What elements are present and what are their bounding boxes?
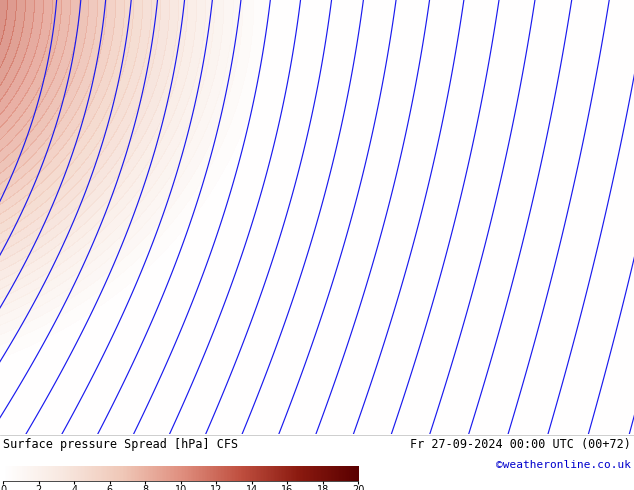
Text: 993: 993	[187, 450, 202, 469]
Text: 1002: 1002	[526, 471, 541, 490]
Text: ©weatheronline.co.uk: ©weatheronline.co.uk	[496, 460, 631, 469]
Text: Fr 27-09-2024 00:00 UTC (00+72): Fr 27-09-2024 00:00 UTC (00+72)	[410, 438, 631, 451]
Text: 994: 994	[211, 481, 226, 490]
Text: 995: 995	[248, 483, 263, 490]
Text: 996: 996	[285, 487, 299, 490]
Text: Surface pressure Spread [hPa] CFS: Surface pressure Spread [hPa] CFS	[3, 438, 238, 451]
